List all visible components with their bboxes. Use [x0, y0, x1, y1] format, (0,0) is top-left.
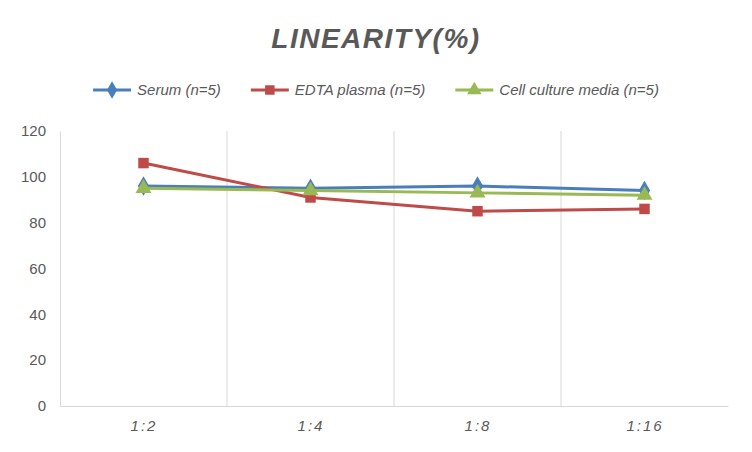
y-tick: 100 [21, 168, 60, 185]
plot-area [136, 158, 653, 217]
y-tick-label: 100 [21, 168, 46, 185]
y-tick-label: 120 [21, 122, 46, 139]
x-tick: 1:8 [465, 406, 492, 434]
legend-label: EDTA plasma (n=5) [295, 81, 425, 98]
y-tick-label: 0 [38, 397, 46, 414]
y-tick-label: 80 [29, 214, 46, 231]
y-axis: 0 20 40 60 80 100 120 [21, 122, 61, 414]
x-tick-label: 1:2 [131, 417, 158, 434]
y-tick: 80 [29, 214, 60, 231]
legend-marker [265, 85, 274, 94]
series-line [144, 188, 645, 195]
legend: Serum (n=5) EDTA plasma (n=5) Cell culture… [93, 81, 659, 99]
series-marker [303, 181, 319, 195]
grid-line [227, 131, 228, 406]
x-tick-label: 1:16 [626, 417, 663, 434]
y-tick: 20 [29, 351, 60, 368]
legend-label: Serum (n=5) [137, 81, 221, 98]
x-tick: 1:2 [131, 406, 158, 434]
grid-line [394, 131, 395, 406]
y-tick: 60 [29, 260, 60, 277]
x-tick-label: 1:4 [298, 417, 325, 434]
y-tick: 40 [29, 306, 60, 323]
y-axis-line [60, 132, 61, 407]
y-tick: 120 [21, 122, 60, 139]
series-marker [637, 186, 653, 200]
x-axis-line [61, 406, 729, 407]
legend-marker [467, 82, 481, 94]
y-tick: 0 [38, 397, 60, 414]
x-tick-label: 1:8 [465, 417, 492, 434]
background [0, 0, 752, 452]
series-marker [136, 179, 152, 193]
legend-marker [107, 81, 117, 99]
x-tick: 1:16 [626, 406, 663, 434]
x-axis: 1:2 1:4 1:8 1:16 [61, 406, 729, 434]
grid-line [561, 131, 562, 406]
legend-item: Serum (n=5) [93, 81, 221, 99]
x-tick: 1:4 [298, 406, 325, 434]
legend-label: Cell culture media (n=5) [499, 81, 659, 98]
series-marker [470, 184, 486, 198]
chart: LINEARITY(%) 0 20 40 60 80 100 120 1:2 1:4 1:8 1:16… [0, 0, 752, 452]
y-tick-label: 60 [29, 260, 46, 277]
title: LINEARITY(%) [271, 23, 480, 54]
grid [227, 131, 561, 406]
series-marker [472, 206, 482, 216]
series-marker [138, 158, 148, 168]
series-line [144, 163, 645, 211]
legend-item: EDTA plasma (n=5) [251, 81, 425, 98]
y-tick-label: 20 [29, 351, 46, 368]
series-marker [639, 204, 649, 214]
legend-item: Cell culture media (n=5) [455, 81, 659, 98]
y-tick-label: 40 [29, 306, 46, 323]
